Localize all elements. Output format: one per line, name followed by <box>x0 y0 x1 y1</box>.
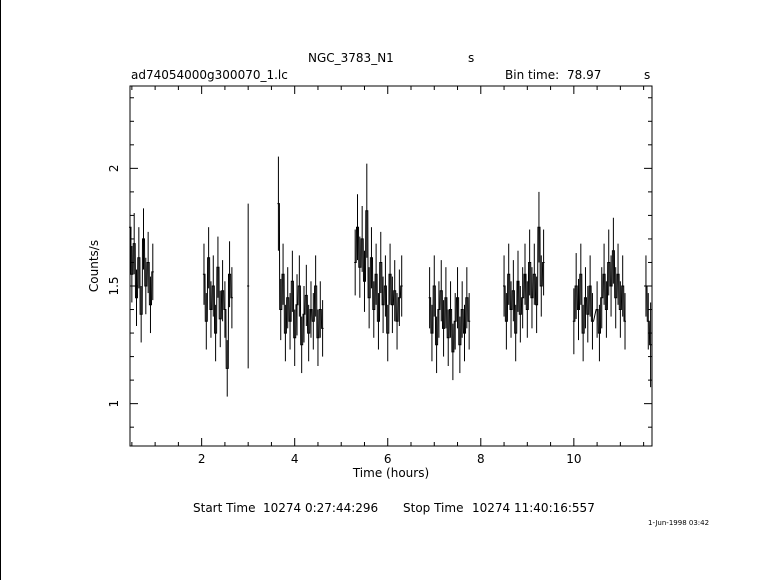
y-tick-label: 1.5 <box>107 276 121 295</box>
object-suffix: s <box>468 51 475 65</box>
count-rate-line <box>354 210 403 334</box>
y-tick-label: 2 <box>107 165 121 173</box>
light-curve-segment <box>354 163 403 362</box>
count-rate-line <box>277 203 324 346</box>
start-time-label: Start Time <box>193 501 256 515</box>
object-name: NGC_3783_N1 <box>308 51 394 65</box>
count-rate-line <box>503 226 545 334</box>
x-tick-label: 6 <box>384 452 392 466</box>
count-rate-line <box>572 250 626 334</box>
bin-time-unit: s <box>644 68 651 82</box>
light-curve-segment <box>202 227 233 397</box>
x-tick-label: 2 <box>198 452 206 466</box>
x-tick-label: 4 <box>291 452 299 466</box>
x-tick-label: 10 <box>566 452 581 466</box>
light-curve-segment <box>644 255 652 388</box>
count-rate-line <box>202 257 233 369</box>
axis-tick-labels: 2 4 6 8 10 1 1.5 2 <box>107 165 581 466</box>
file-name: ad74054000g300070_1.lc <box>131 68 288 82</box>
light-curve-segment <box>277 156 324 374</box>
count-rate-line <box>644 285 652 346</box>
count-rate-line <box>129 226 154 315</box>
light-curve-segment <box>572 217 626 362</box>
axis-ticks <box>130 86 652 446</box>
y-axis-label: Counts/s <box>87 240 101 292</box>
stop-time-value: 10274 11:40:16:557 <box>472 501 595 515</box>
data-marks <box>129 156 652 397</box>
window-left-edge <box>0 0 1 580</box>
bin-time-value: 78.97 <box>567 68 602 82</box>
date-stamp: 1-Jun-1998 03:42 <box>648 519 710 527</box>
light-curve-segment <box>428 255 471 381</box>
light-curve-segment <box>247 203 250 369</box>
count-rate-line <box>428 285 471 353</box>
x-axis-label: Time (hours) <box>352 466 429 480</box>
bin-time-label: Bin time: <box>505 68 560 82</box>
start-time-value: 10274 0:27:44:296 <box>263 501 379 515</box>
light-curve-segment <box>129 196 154 343</box>
y-tick-label: 1 <box>107 400 121 408</box>
stop-time-label: Stop Time <box>403 501 464 515</box>
plot-frame <box>129 85 653 447</box>
light-curve-segment <box>503 191 545 362</box>
x-tick-label: 8 <box>477 452 485 466</box>
